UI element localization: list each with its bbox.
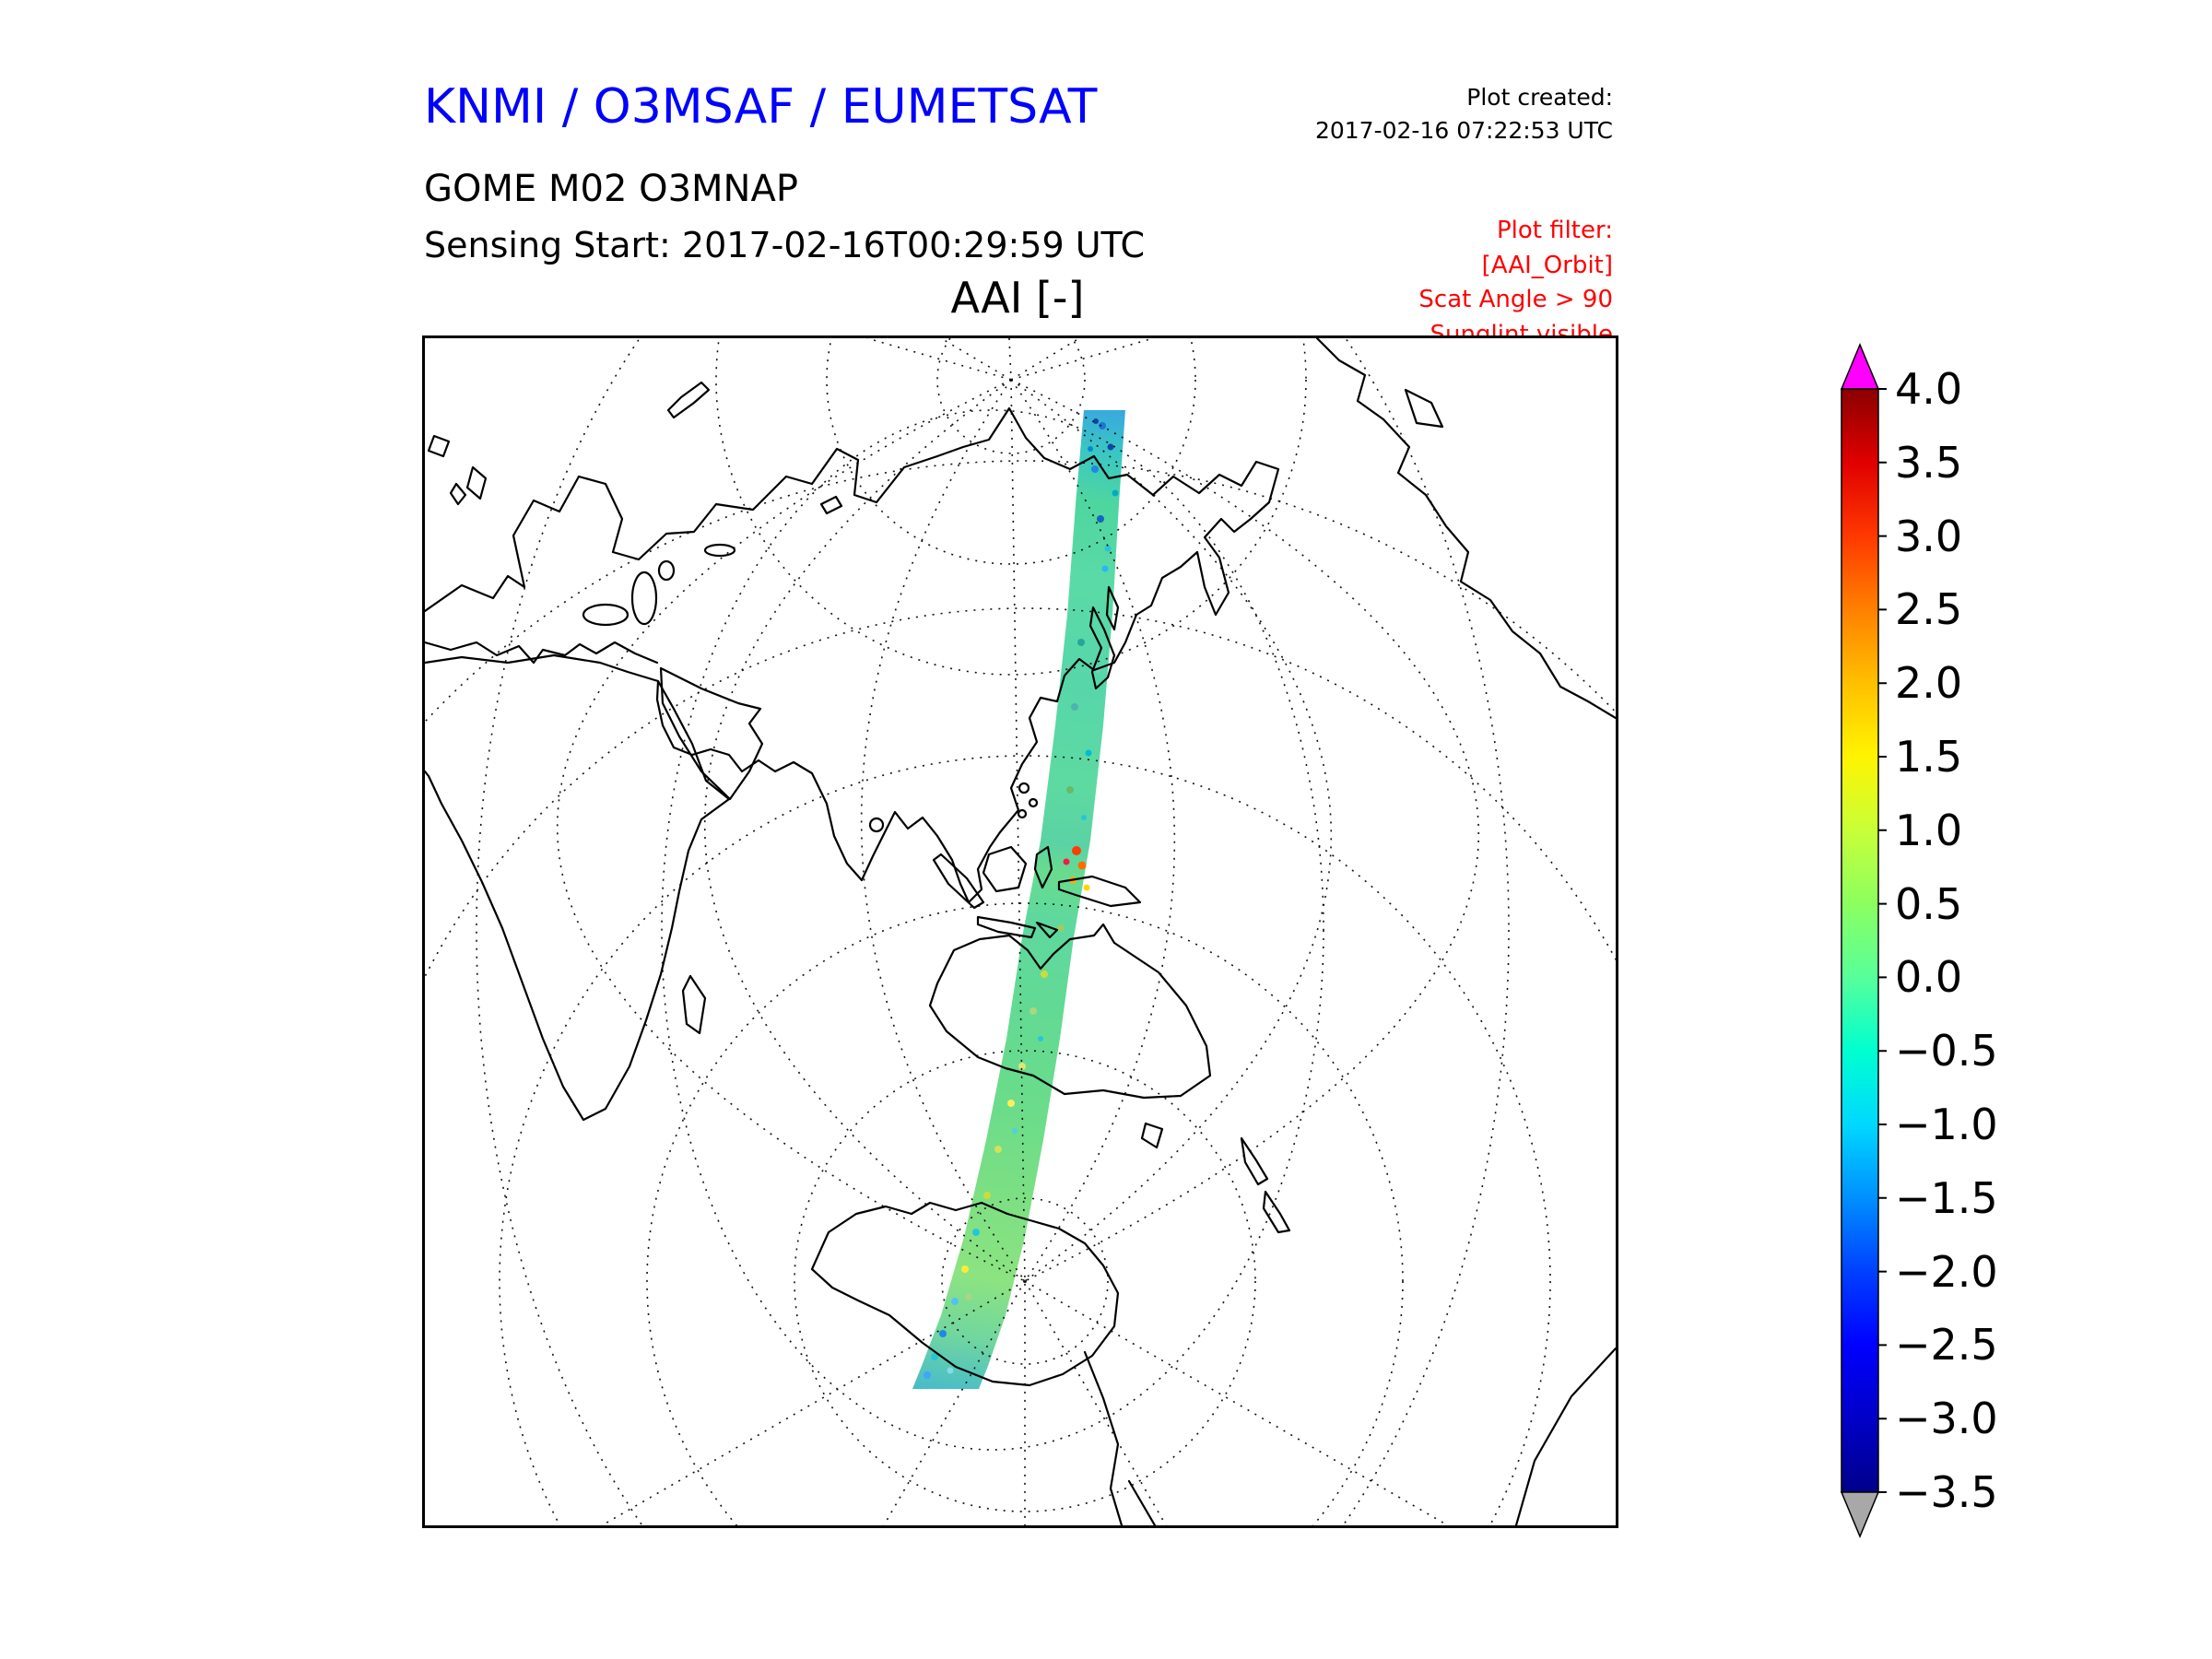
page-title: KNMI / O3MSAF / EUMETSAT — [424, 79, 1098, 135]
colorbar-gradient — [1841, 388, 1879, 1493]
coast-java — [976, 915, 1037, 939]
colorbar-tick-label: 1.0 — [1895, 806, 1963, 855]
plot-created-value: 2017-02-16 07:22:53 UTC — [1314, 117, 1613, 145]
coast-newguinea — [1057, 875, 1142, 908]
graticule — [425, 338, 1616, 1525]
plot-filter-block: Plot filter: [AAI_Orbit] Scat Angle > 90… — [1152, 214, 1613, 353]
colorbar — [1840, 343, 1887, 1538]
plot-filter-line: Scat Angle > 90 — [1418, 286, 1613, 314]
coast-sakhalin — [1105, 585, 1120, 631]
coast-philippines — [1018, 782, 1030, 794]
colorbar-tick-label: 3.0 — [1895, 512, 1963, 561]
coast-iceland — [427, 434, 451, 458]
coast-australia — [928, 923, 1212, 1100]
colorbar-tick-label: −1.0 — [1895, 1100, 1998, 1149]
plot-title: AAI [-] — [950, 273, 1085, 323]
coast-antarctica — [810, 1201, 1120, 1387]
lake-balkhash — [703, 543, 736, 558]
coast-europe-south — [425, 641, 659, 665]
coast-south-america — [1514, 1347, 1616, 1525]
colorbar-tick-label: 4.0 — [1895, 364, 1963, 414]
plot-filter-line: [AAI_Orbit] — [1481, 251, 1613, 279]
satellite-swath — [912, 410, 1125, 1389]
plot-created-label: Plot created: — [1466, 84, 1613, 111]
sensing-start-text: Sensing Start: 2017-02-16T00:29:59 UTC — [424, 225, 1146, 265]
colorbar-tick-marks — [1878, 388, 1887, 1493]
coast-arabia — [659, 666, 764, 801]
world-map-svg — [425, 338, 1616, 1525]
lake-black-sea — [582, 603, 629, 627]
plot-filter-line: Plot filter: — [1496, 217, 1613, 244]
colorbar-under-arrow — [1840, 1491, 1880, 1538]
coast-britain — [465, 465, 488, 500]
colorbar-tick-label: 0.0 — [1895, 952, 1963, 1002]
coast-philippines — [1028, 797, 1039, 808]
coast-philippines — [1017, 808, 1028, 819]
colorbar-over-arrow — [1840, 343, 1880, 390]
coast-north-america — [1315, 338, 1616, 720]
coast-eurasia — [425, 406, 1280, 904]
colorbar-tick-label: 2.5 — [1895, 584, 1963, 634]
coast-newzealand — [1262, 1190, 1291, 1234]
coast-antarctic-peninsula — [1083, 1350, 1124, 1525]
coast-srilanka — [868, 817, 885, 833]
lake-caspian — [630, 571, 658, 626]
colorbar-tick-label: −3.5 — [1895, 1467, 1998, 1517]
lake-baikal — [819, 495, 843, 515]
coast-tasmania — [1140, 1122, 1164, 1149]
swath-noise-specks — [924, 418, 1119, 1379]
lake-aral — [657, 559, 676, 582]
plot-created-block: Plot created: 2017-02-16 07:22:53 UTC — [1152, 81, 1613, 148]
coast-antarctic-peninsula — [1127, 1479, 1157, 1525]
coast-sulawesi — [1033, 845, 1053, 889]
colorbar-tick-label: −3.0 — [1895, 1394, 1998, 1443]
coast-madagascar — [681, 974, 707, 1035]
colorbar-tick-label: −0.5 — [1895, 1026, 1998, 1076]
colorbar-tick-label: 0.5 — [1895, 879, 1963, 929]
colorbar-tick-label: −2.5 — [1895, 1320, 1998, 1370]
coast-borneo — [982, 845, 1028, 893]
coast-novaya-zemlya — [666, 381, 711, 419]
map-frame — [422, 335, 1618, 1528]
colorbar-tick-label: −2.0 — [1895, 1247, 1998, 1297]
colorbar-tick-label: 2.0 — [1895, 658, 1963, 708]
coast-africa — [425, 679, 731, 1122]
colorbar-tick-label: 3.5 — [1895, 438, 1963, 488]
coast-ireland — [449, 482, 467, 506]
colorbar-tick-label: 1.5 — [1895, 732, 1963, 782]
coast-timor — [1035, 921, 1059, 939]
coast-japan — [1088, 606, 1116, 690]
colorbar-tick-label: −1.5 — [1895, 1173, 1998, 1223]
coast-newzealand — [1240, 1136, 1269, 1186]
instrument-title: GOME M02 O3MNAP — [424, 168, 798, 210]
coastlines — [425, 338, 1616, 1525]
coast-greenland-island — [1404, 388, 1444, 429]
coast-sumatra — [932, 853, 985, 910]
